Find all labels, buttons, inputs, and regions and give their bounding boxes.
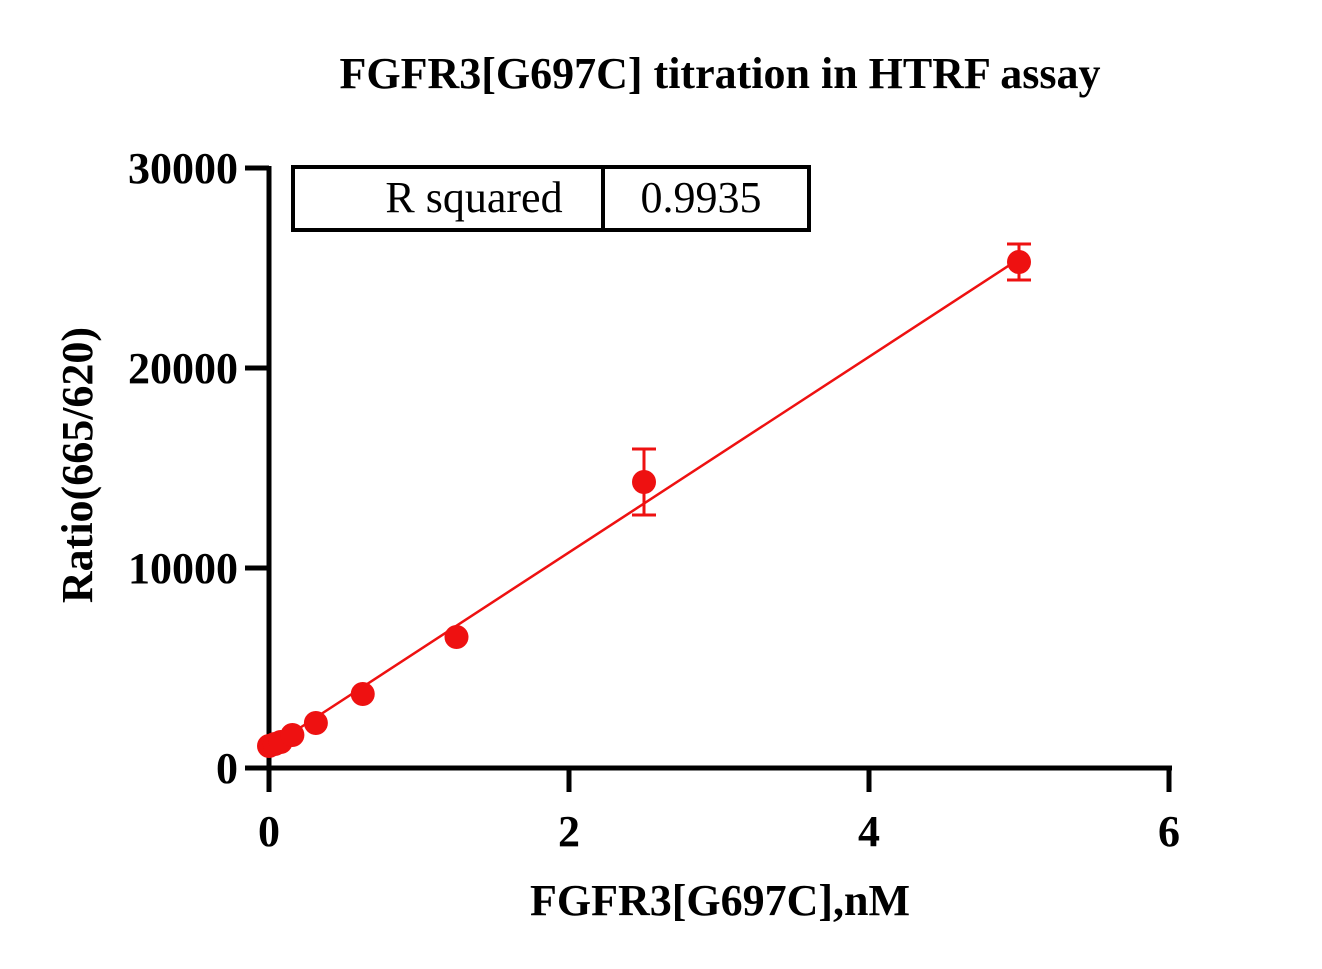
x-axis-label: FGFR3[G697C],nM bbox=[530, 876, 910, 925]
stats-table: R squared 0.9935 bbox=[291, 165, 811, 232]
chart-title: FGFR3[G697C] titration in HTRF assay bbox=[340, 49, 1101, 98]
x-tick-label: 0 bbox=[258, 807, 280, 856]
y-ticks: 0 10000 20000 30000 bbox=[128, 144, 269, 793]
data-point bbox=[350, 682, 375, 706]
data-point bbox=[303, 711, 328, 735]
data-points bbox=[257, 250, 1031, 758]
y-tick-label: 20000 bbox=[128, 344, 238, 393]
x-tick-label: 6 bbox=[1158, 807, 1180, 856]
error-bars bbox=[632, 242, 1031, 517]
stats-table-border bbox=[291, 165, 811, 232]
stats-table-value: 0.9935 bbox=[641, 173, 762, 222]
stats-table-label: R squared bbox=[385, 173, 562, 222]
x-ticks: 0 2 4 6 bbox=[258, 768, 1180, 856]
data-point bbox=[444, 625, 469, 649]
y-tick-label: 0 bbox=[216, 744, 238, 793]
x-tick-label: 2 bbox=[558, 807, 580, 856]
y-axis-label: Ratio(665/620) bbox=[53, 327, 102, 603]
y-tick-label: 30000 bbox=[128, 144, 238, 193]
y-tick-label: 10000 bbox=[128, 544, 238, 593]
data-point bbox=[1007, 250, 1031, 274]
data-point bbox=[280, 723, 305, 747]
x-tick-label: 4 bbox=[858, 807, 880, 856]
data-point bbox=[632, 470, 656, 494]
